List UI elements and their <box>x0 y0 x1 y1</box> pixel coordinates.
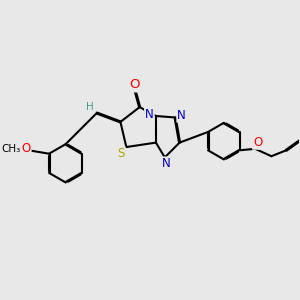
Text: H: H <box>85 102 93 112</box>
Text: N: N <box>145 108 154 121</box>
Text: S: S <box>117 147 125 160</box>
Text: N: N <box>177 109 186 122</box>
Text: O: O <box>21 142 31 155</box>
Text: CH₃: CH₃ <box>2 144 21 154</box>
Text: N: N <box>162 158 171 170</box>
Text: O: O <box>129 79 140 92</box>
Text: O: O <box>253 136 262 149</box>
